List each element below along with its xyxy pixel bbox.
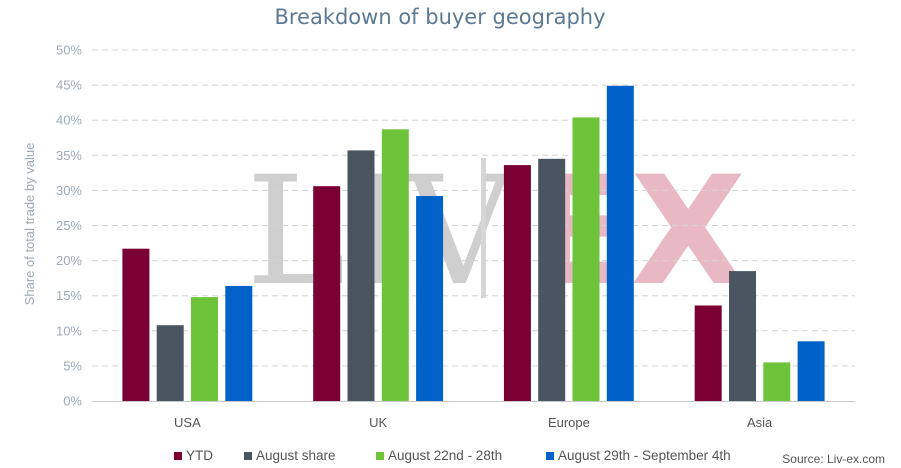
bar-asia-1 — [729, 271, 756, 401]
bar-usa-2 — [191, 297, 218, 401]
bar-uk-1 — [347, 150, 375, 401]
legend-swatch — [376, 452, 384, 460]
legend-label: August share — [256, 448, 336, 463]
y-tick-label: 45% — [56, 78, 82, 93]
y-tick-label: 25% — [56, 218, 82, 233]
y-tick-label: 15% — [56, 288, 82, 303]
y-tick-label: 40% — [56, 113, 82, 128]
y-tick-label: 30% — [56, 183, 82, 198]
legend-label: August 29th - September 4th — [558, 448, 731, 463]
y-tick-label: 5% — [63, 358, 82, 373]
legend-swatch — [244, 452, 252, 460]
bar-asia-3 — [797, 341, 825, 401]
source-note: Source: Liv-ex.com — [782, 452, 885, 466]
x-category-label: Asia — [747, 415, 773, 430]
bar-europe-3 — [606, 85, 634, 402]
y-tick-label: 0% — [63, 394, 82, 409]
bar-uk-0 — [313, 186, 341, 401]
chart-title: Breakdown of buyer geography — [274, 5, 605, 29]
bar-asia-2 — [763, 362, 791, 401]
y-tick-label: 35% — [56, 148, 82, 163]
bar-europe-2 — [572, 117, 600, 402]
watermark-grey-text: LIV — [246, 145, 516, 319]
bar-asia-0 — [694, 305, 722, 401]
legend-swatch — [174, 452, 182, 460]
y-tick-label: 10% — [56, 323, 82, 338]
bar-uk-3 — [416, 196, 444, 401]
y-tick-label: 20% — [56, 253, 82, 268]
x-category-label: UK — [369, 415, 387, 430]
legend-label: YTD — [186, 448, 213, 463]
y-tick-label: 50% — [56, 43, 82, 58]
bar-usa-0 — [122, 248, 150, 401]
bar-europe-1 — [538, 158, 566, 401]
watermark-divider — [481, 158, 486, 298]
bar-europe-0 — [503, 165, 531, 401]
legend-label: August 22nd - 28th — [388, 448, 502, 463]
legend-swatch — [546, 452, 554, 460]
bar-usa-3 — [225, 285, 253, 401]
x-category-label: Europe — [548, 415, 590, 430]
y-axis-label: Share of total trade by value — [22, 143, 37, 306]
bar-usa-1 — [156, 325, 184, 401]
x-category-label: USA — [174, 415, 201, 430]
bar-uk-2 — [381, 129, 409, 402]
